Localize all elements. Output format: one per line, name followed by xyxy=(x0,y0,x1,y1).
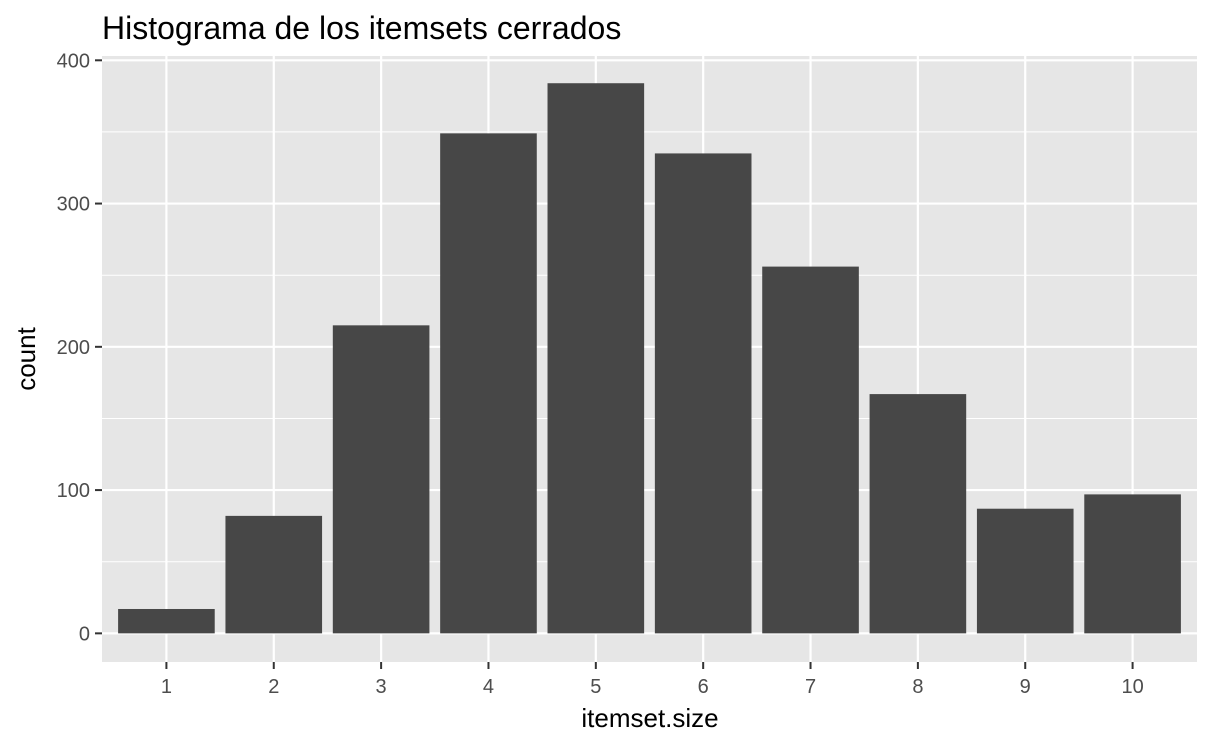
x-tick-label: 7 xyxy=(805,676,816,698)
bar-2 xyxy=(225,515,323,634)
bars xyxy=(118,83,1181,634)
y-tick-label: 0 xyxy=(79,623,90,645)
y-tick-label: 400 xyxy=(57,50,90,72)
y-tick-label: 200 xyxy=(57,337,90,359)
bar-3 xyxy=(332,325,430,634)
x-tick-label: 5 xyxy=(590,676,601,698)
y-axis-title: count xyxy=(11,326,41,390)
x-tick-label: 1 xyxy=(161,676,172,698)
y-tick-label: 100 xyxy=(57,480,90,502)
bar-10 xyxy=(1084,494,1181,634)
y-tick-label: 300 xyxy=(57,194,90,216)
bar-5 xyxy=(547,83,645,634)
bar-1 xyxy=(118,608,215,634)
bar-8 xyxy=(869,394,967,634)
x-tick-label: 4 xyxy=(483,676,494,698)
x-tick-label: 2 xyxy=(268,676,279,698)
bar-6 xyxy=(654,153,752,634)
x-tick-label: 6 xyxy=(698,676,709,698)
y-axis: 0 100 200 300 400 xyxy=(57,50,102,645)
x-axis: 1 2 3 4 5 6 7 8 9 10 xyxy=(161,662,1144,698)
x-tick-label: 8 xyxy=(912,676,923,698)
bar-4 xyxy=(440,133,537,634)
chart-title: Histograma de los itemsets cerrados xyxy=(102,10,621,46)
bar-9 xyxy=(976,508,1074,634)
bar-7 xyxy=(762,266,859,634)
x-tick-label: 10 xyxy=(1121,676,1143,698)
x-axis-title: itemset.size xyxy=(581,703,718,733)
x-tick-label: 9 xyxy=(1020,676,1031,698)
x-tick-label: 3 xyxy=(376,676,387,698)
